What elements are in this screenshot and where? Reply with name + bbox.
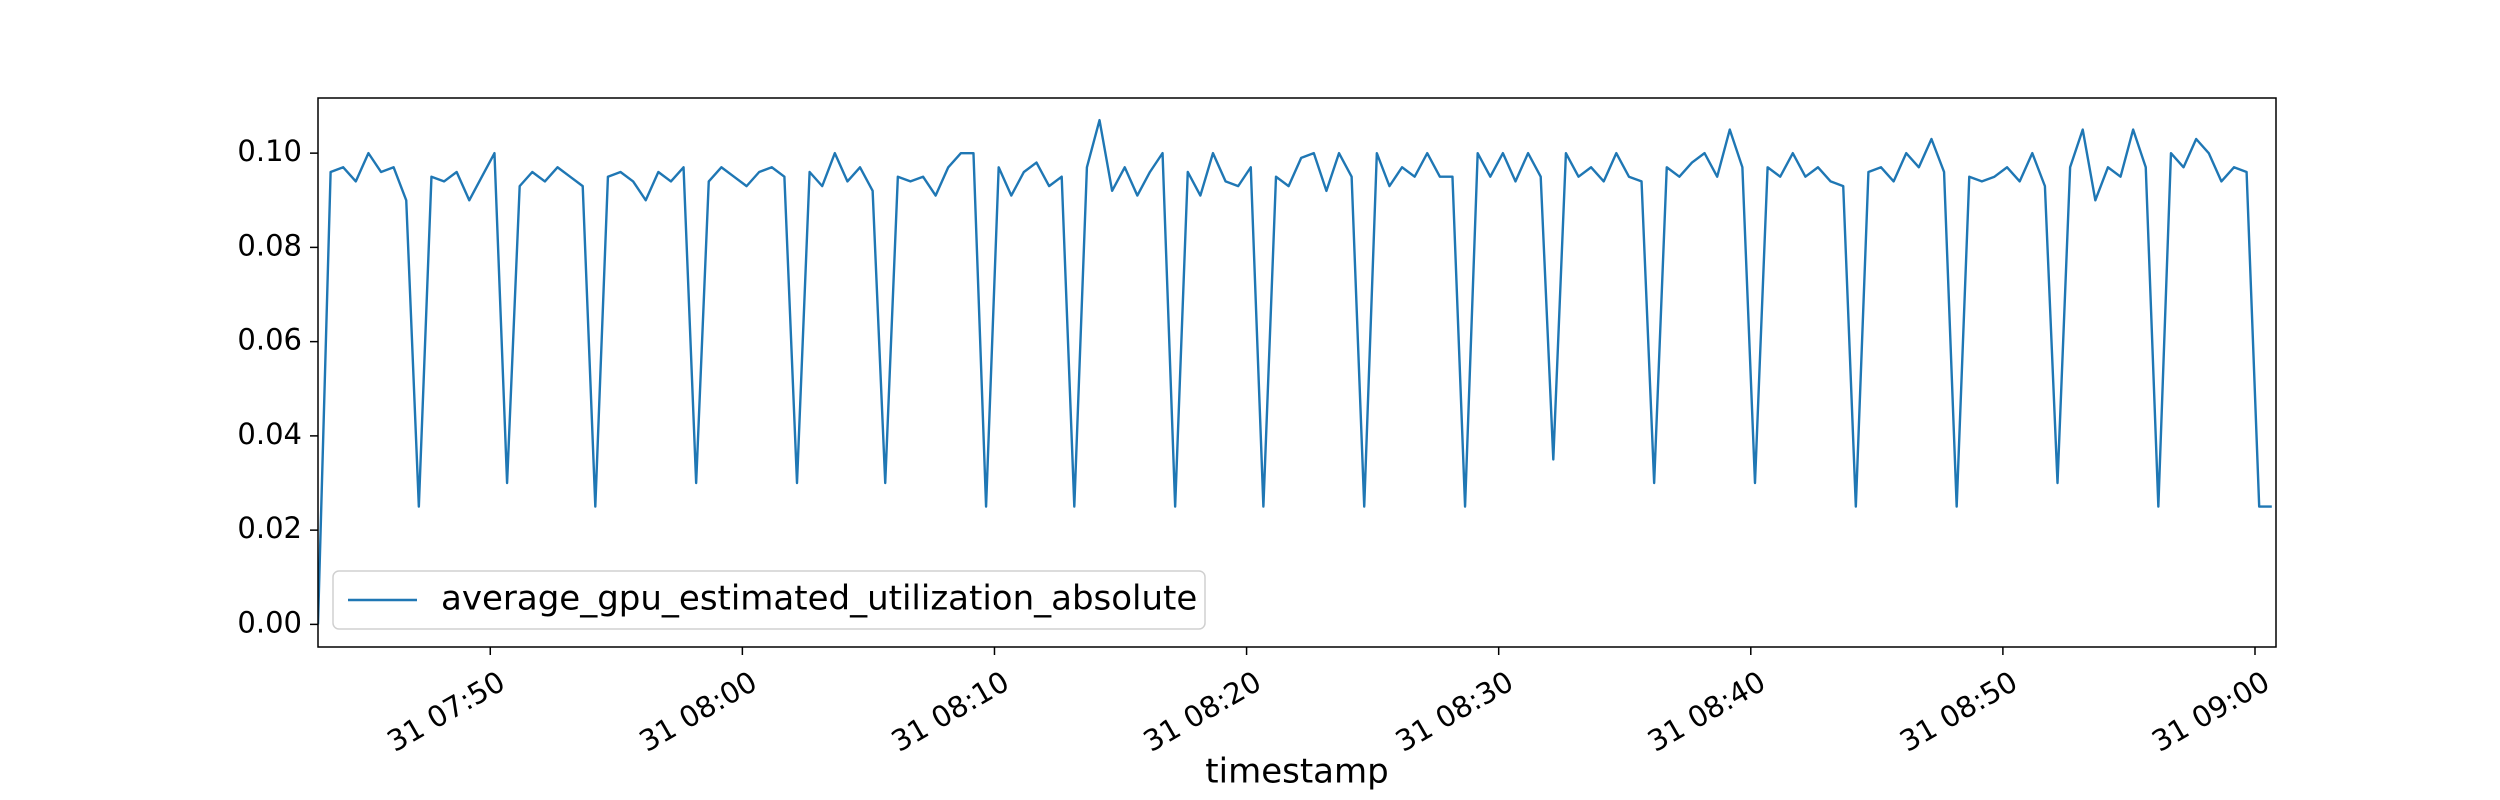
legend-box bbox=[332, 570, 1206, 630]
y-tick-label: 0.08 bbox=[237, 228, 302, 262]
data-line bbox=[318, 118, 2272, 625]
y-tick-label: 0.00 bbox=[237, 605, 302, 639]
legend: average_gpu_estimated_utilization_absolu… bbox=[332, 570, 1206, 630]
x-axis-label: timestamp bbox=[1205, 752, 1388, 792]
y-tick-label: 0.02 bbox=[237, 511, 302, 545]
y-tick-label: 0.04 bbox=[237, 417, 302, 451]
legend-label: average_gpu_estimated_utilization_absolu… bbox=[441, 579, 1197, 619]
plot-frame bbox=[317, 97, 2277, 648]
y-tick-label: 0.06 bbox=[237, 323, 302, 357]
y-tick-label: 0.10 bbox=[237, 134, 302, 168]
